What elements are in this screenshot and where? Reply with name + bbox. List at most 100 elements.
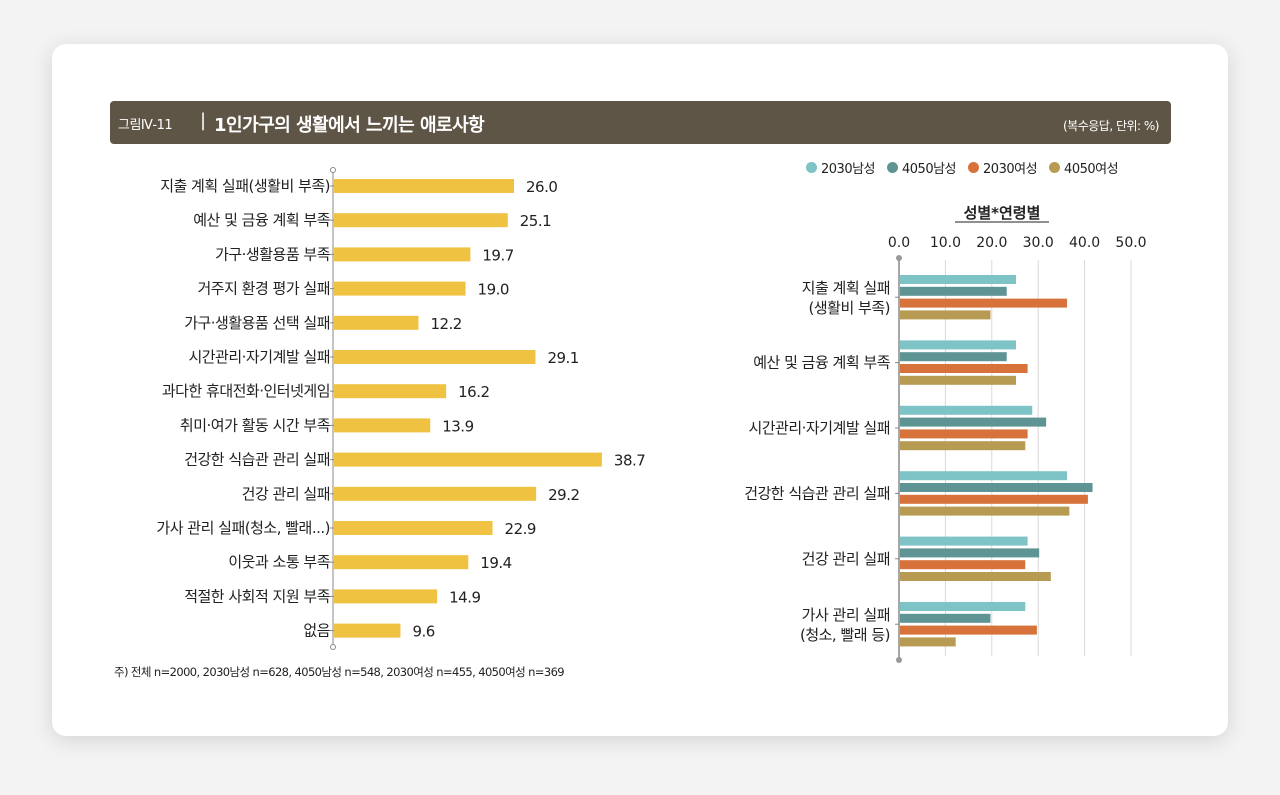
title-separator: |: [200, 110, 207, 131]
bar-value-label: 13.9: [442, 417, 473, 435]
group-label: 건강 관리 실패: [802, 550, 890, 568]
x-tick-label: 20.0: [976, 235, 1007, 251]
category-label: 시간관리·자기계발 실패: [188, 348, 330, 366]
bar-2030남성: [900, 340, 1016, 350]
figure-number: 그림Ⅳ-11: [118, 118, 173, 133]
right-axis-cap-icon: [896, 657, 902, 663]
bar-2030남성: [900, 602, 1026, 611]
unit-label: (복수응답, 단위: %): [1063, 119, 1160, 133]
bar: [334, 623, 401, 638]
group-label: 건강한 식습관 관리 실패: [744, 484, 890, 502]
group-label: 가사 관리 실패: [802, 606, 890, 624]
bar-2030여성: [900, 560, 1026, 570]
category-label: 적절한 사회적 지원 부족: [184, 587, 331, 605]
legend-dot-icon: [1049, 161, 1061, 173]
bar-2030남성: [900, 536, 1028, 546]
bar-value-label: 29.2: [548, 486, 579, 504]
bar: [334, 521, 493, 535]
bar-2030남성: [900, 275, 1016, 284]
bar-4050여성: [900, 375, 1016, 385]
bar-value-label: 19.7: [482, 246, 513, 264]
bar-value-label: 29.1: [547, 349, 578, 367]
group-label: (생활비 부족): [809, 299, 890, 317]
category-label: 건강 관리 실패: [242, 485, 330, 503]
left-axis-cap-icon: [330, 167, 336, 173]
chart-legend: 2030남성 4050남성 2030여성 4050여성: [806, 157, 1119, 177]
bar-4050여성: [900, 441, 1026, 451]
bar-value-label: 22.9: [505, 520, 536, 538]
bar: [334, 281, 466, 296]
legend-item-m4050: 4050남성: [887, 157, 957, 177]
x-tick-label: 10.0: [930, 235, 961, 251]
legend-item-f4050: 4050여성: [1049, 157, 1119, 177]
legend-label: 2030여성: [983, 161, 1038, 177]
figure-title-bar: 그림Ⅳ-11 | 1인가구의 생활에서 느끼는 애로사항 (복수응답, 단위: …: [110, 101, 1171, 144]
bar: [334, 350, 536, 364]
bar-value-label: 19.0: [478, 281, 509, 299]
bar: [334, 384, 447, 399]
category-label: 거주지 환경 평가 실패: [197, 280, 330, 298]
bar-4050남성: [900, 483, 1093, 492]
bar: [334, 452, 602, 467]
group-label: (청소, 빨래 등): [800, 626, 890, 644]
bar-2030여성: [900, 494, 1088, 504]
bar: [334, 486, 537, 501]
bar: [334, 179, 514, 193]
category-label: 취미·여가 활동 시간 부족: [180, 416, 331, 434]
x-tick-label: 0.0: [888, 235, 910, 251]
bar-4050남성: [900, 548, 1040, 558]
bar-value-label: 12.2: [430, 315, 461, 333]
bar-2030남성: [900, 405, 1033, 415]
legend-label: 2030남성: [821, 161, 876, 177]
category-label: 가사 관리 실패(청소, 빨래...): [156, 519, 330, 537]
x-tick-label: 30.0: [1023, 235, 1054, 251]
bar-value-label: 9.6: [412, 623, 434, 641]
x-tick-label: 50.0: [1115, 235, 1146, 251]
category-label: 예산 및 금융 계획 부족: [193, 211, 330, 229]
bar-2030여성: [900, 364, 1028, 373]
bar-value-label: 19.4: [480, 554, 511, 572]
legend-dot-icon: [887, 161, 899, 173]
bar-value-label: 38.7: [614, 452, 645, 470]
group-label: 예산 및 금융 계획 부족: [753, 354, 890, 372]
bar-4050여성: [900, 506, 1070, 516]
category-label: 가구·생활용품 부족: [215, 245, 331, 263]
bar: [334, 555, 469, 570]
bar: [334, 213, 508, 228]
category-label: 건강한 식습관 관리 실패: [184, 451, 330, 469]
legend-label: 4050여성: [1064, 161, 1119, 177]
bar: [334, 418, 431, 433]
left-axis-cap-icon: [330, 644, 336, 650]
group-label: 지출 계획 실패: [802, 279, 890, 297]
bar-4050남성: [900, 286, 1007, 296]
figure-card: [52, 44, 1228, 736]
bar-4050여성: [900, 572, 1051, 581]
legend-dot-icon: [806, 161, 817, 173]
category-label: 지출 계획 실패(생활비 부족): [160, 177, 330, 195]
bar-value-label: 26.0: [526, 178, 557, 196]
group-label: 시간관리·자기계발 실패: [748, 419, 890, 437]
bar-2030남성: [900, 471, 1068, 481]
legend-item-m2030: 2030남성: [806, 157, 876, 177]
bar-4050남성: [900, 352, 1007, 362]
bar-4050남성: [900, 613, 991, 623]
figure-title: 1인가구의 생활에서 느끼는 애로사항: [214, 115, 485, 136]
category-label: 없음: [303, 622, 330, 640]
bar-2030여성: [900, 625, 1037, 635]
bar: [334, 589, 438, 604]
category-label: 가구·생활용품 선택 실패: [184, 314, 330, 332]
category-label: 이웃과 소통 부족: [228, 553, 330, 571]
bar-value-label: 14.9: [449, 588, 480, 606]
bar-value-label: 25.1: [520, 212, 551, 230]
category-label: 과다한 휴대전화·인터넷게임: [162, 382, 330, 400]
bar-value-label: 16.2: [458, 383, 489, 401]
bar: [334, 315, 419, 330]
legend-label: 4050남성: [902, 161, 957, 177]
legend-item-f2030: 2030여성: [968, 157, 1038, 177]
bar-2030여성: [900, 298, 1068, 308]
bar-4050여성: [900, 637, 956, 647]
x-tick-label: 40.0: [1069, 235, 1100, 251]
footnote: 주) 전체 n=2000, 2030남성 n=628, 4050남성 n=548…: [114, 665, 565, 679]
bar-2030여성: [900, 429, 1028, 439]
